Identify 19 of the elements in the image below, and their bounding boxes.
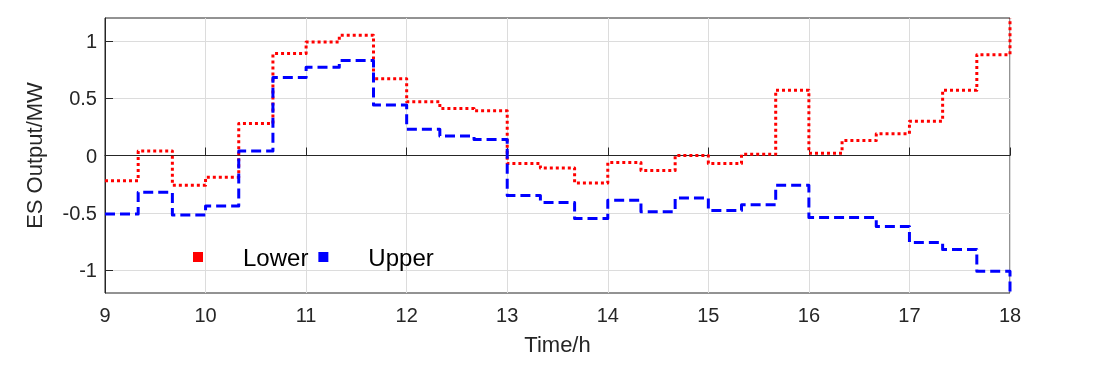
y-tick-label: -1	[79, 259, 97, 282]
x-tick-label: 10	[194, 304, 217, 326]
y-axis-title: ES Output/MW	[21, 81, 47, 229]
x-tick-label: 11	[295, 304, 317, 326]
legend-label: Lower	[243, 243, 309, 271]
y-tick-label: 0.5	[69, 87, 97, 110]
x-tick-label: 16	[797, 304, 821, 326]
x-tick-label: 9	[99, 304, 111, 326]
y-tick-label: 0	[85, 144, 97, 167]
x-axis-title: Time/h	[524, 331, 591, 357]
y-tick-label: -0.5	[62, 201, 97, 224]
x-tick-label: 13	[496, 304, 519, 326]
x-tick-label: 12	[395, 304, 418, 326]
x-tick-label: 15	[697, 304, 720, 326]
x-tick-label: 14	[596, 304, 619, 326]
x-tick-label: 17	[898, 304, 921, 326]
y-tick-label: 1	[85, 29, 97, 52]
legend-label: Upper	[368, 243, 434, 271]
x-tick-label: 18	[998, 304, 1022, 326]
